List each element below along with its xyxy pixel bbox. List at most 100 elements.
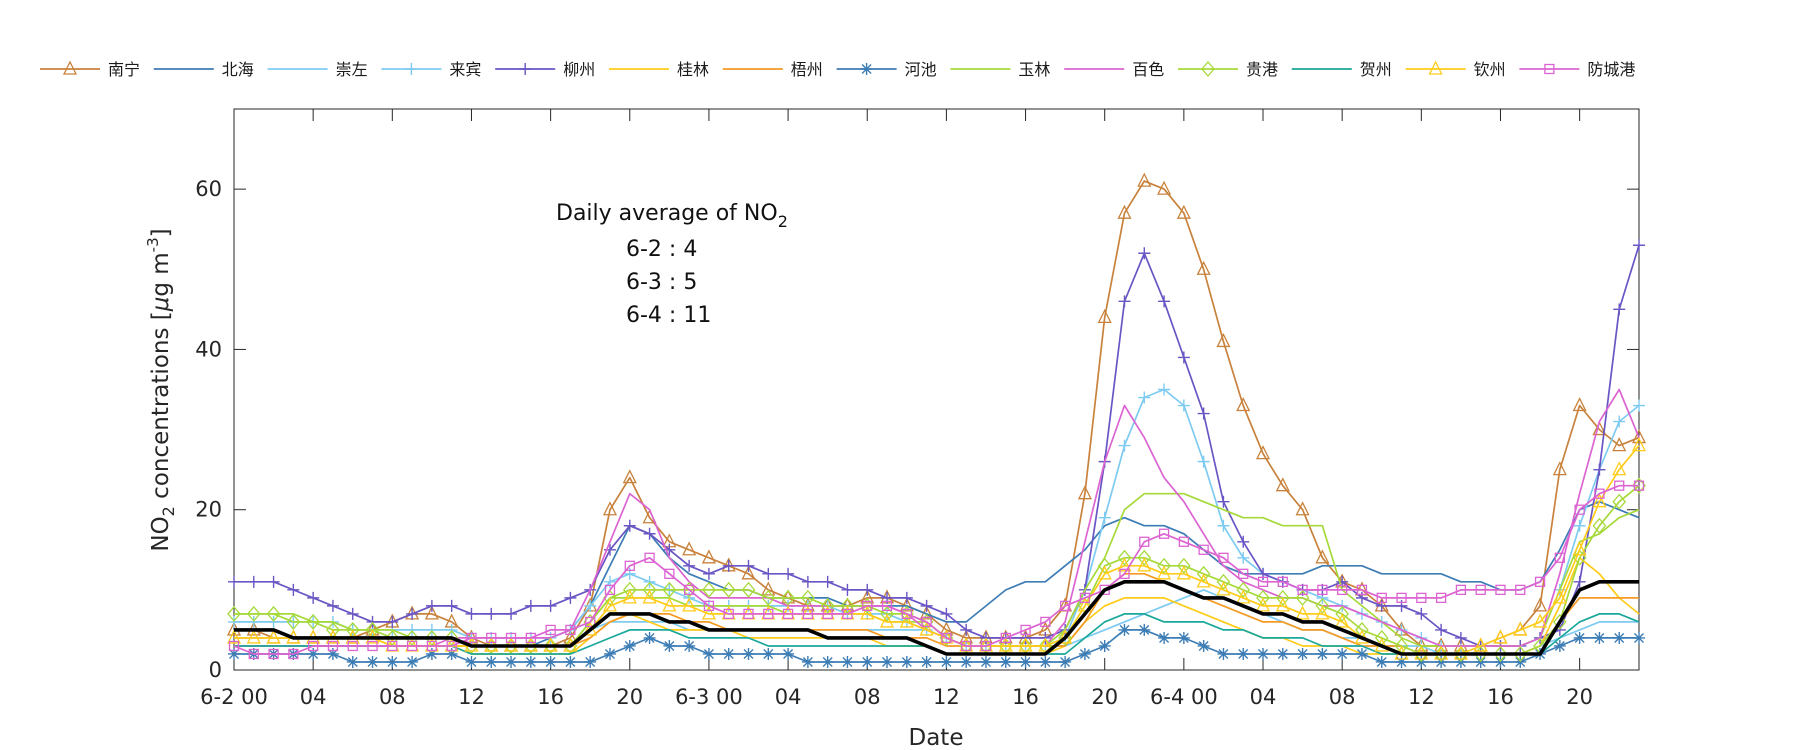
data-point [1256, 589, 1270, 606]
data-point [840, 597, 855, 614]
data-point [762, 567, 775, 580]
data-point [862, 600, 873, 612]
data-point [999, 655, 1012, 668]
annotation-line: 6-2 : 4 [626, 237, 697, 262]
data-point [1416, 592, 1427, 604]
data-point [246, 629, 261, 644]
x-tick-label: 08 [1329, 685, 1356, 709]
data-point [801, 589, 815, 606]
data-point [1336, 647, 1349, 660]
data-point [643, 631, 656, 644]
data-point [841, 655, 854, 668]
data-point [1434, 645, 1448, 662]
x-tick-label: 20 [1091, 685, 1118, 709]
series-line [234, 580, 1639, 656]
data-point [1356, 584, 1368, 596]
data-point [1396, 592, 1407, 604]
legend-label: 玉林 [1018, 60, 1050, 79]
data-point [484, 637, 499, 654]
data-point [762, 647, 775, 660]
data-point [940, 607, 953, 620]
legend-item: 北海 [153, 60, 254, 79]
data-point [1059, 600, 1071, 612]
data-point [1415, 607, 1428, 620]
data-point [1515, 584, 1526, 596]
data-point [366, 615, 379, 628]
data-point [1474, 655, 1487, 668]
data-point [763, 608, 774, 620]
data-point [1197, 455, 1210, 468]
data-point [1196, 260, 1211, 275]
legend-item: 梧州 [722, 60, 823, 79]
data-point [1197, 407, 1210, 420]
data-point [941, 632, 952, 644]
data-point [248, 648, 259, 660]
data-point [307, 591, 320, 604]
data-point [385, 629, 400, 646]
data-point [1473, 645, 1488, 662]
data-point [1614, 480, 1625, 491]
data-point [723, 608, 734, 620]
data-point [485, 655, 498, 668]
data-point [1572, 549, 1587, 566]
data-point [900, 591, 913, 604]
legend-marker [1201, 61, 1215, 77]
data-point [624, 560, 635, 571]
data-point [1275, 597, 1290, 612]
data-point [1059, 655, 1072, 668]
data-point [445, 623, 458, 636]
legend-item: 贺州 [1291, 60, 1392, 79]
data-point [743, 608, 754, 620]
data-point [1077, 485, 1092, 500]
data-point [880, 605, 894, 622]
data-point [741, 565, 756, 580]
legend-item: 防城港 [1519, 60, 1635, 79]
data-point [1473, 637, 1488, 652]
data-point [1257, 576, 1269, 587]
data-point [1218, 552, 1229, 563]
data-point [544, 599, 557, 612]
data-point [347, 640, 358, 652]
data-point [1296, 647, 1309, 660]
x-tick-label: 6-3 00 [675, 685, 743, 709]
data-point [1197, 639, 1210, 652]
x-tick-label: 16 [1012, 685, 1039, 709]
data-point [761, 589, 776, 606]
data-point [1435, 623, 1448, 636]
legend-label: 桂林 [677, 60, 709, 79]
data-point [623, 519, 636, 532]
data-point [1295, 501, 1310, 516]
legend-marker [62, 60, 78, 75]
data-point [1592, 517, 1607, 534]
data-point [406, 607, 419, 620]
data-point [1315, 597, 1330, 614]
data-point [1633, 239, 1645, 252]
data-point [1613, 415, 1626, 428]
data-point [960, 623, 973, 636]
data-point [1594, 488, 1605, 499]
data-point [1039, 655, 1052, 668]
data-point [1415, 655, 1428, 668]
data-point [425, 623, 438, 636]
data-point [1633, 631, 1645, 644]
data-point [920, 655, 933, 668]
legend-label: 贺州 [1360, 60, 1392, 79]
data-point [247, 575, 260, 588]
x-tick-label: 6-4 00 [1150, 685, 1218, 709]
data-point [1238, 568, 1249, 579]
data-point [1237, 535, 1250, 548]
data-point [1118, 623, 1131, 636]
legend-marker [1544, 63, 1555, 75]
data-point [228, 615, 240, 628]
data-point [505, 655, 518, 668]
data-point [1592, 421, 1607, 436]
data-point [782, 608, 794, 620]
data-point [1276, 647, 1289, 660]
data-point [544, 655, 557, 668]
data-point [1574, 504, 1585, 515]
data-point [682, 597, 697, 612]
y-tick-label: 40 [195, 337, 222, 361]
data-point [1553, 639, 1566, 652]
legend-label: 柳州 [563, 60, 595, 79]
x-tick-label: 12 [1408, 685, 1435, 709]
